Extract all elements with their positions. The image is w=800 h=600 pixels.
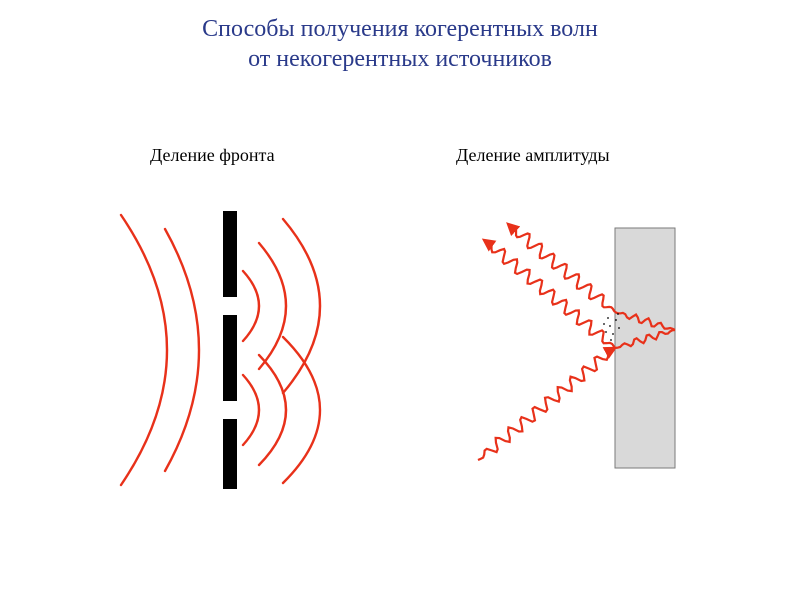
- diagram-amplitude-division: [430, 210, 730, 490]
- slide: Способы получения когерентных волн от не…: [0, 0, 800, 600]
- title-line-1: Способы получения когерентных волн: [0, 14, 800, 44]
- diagram-wavefront-division: [85, 205, 375, 495]
- slide-title: Способы получения когерентных волн от не…: [0, 14, 800, 74]
- label-wavefront-division: Деление фронта: [150, 145, 275, 166]
- label-amplitude-division: Деление амплитуды: [456, 145, 610, 166]
- title-line-2: от некогерентных источников: [0, 44, 800, 74]
